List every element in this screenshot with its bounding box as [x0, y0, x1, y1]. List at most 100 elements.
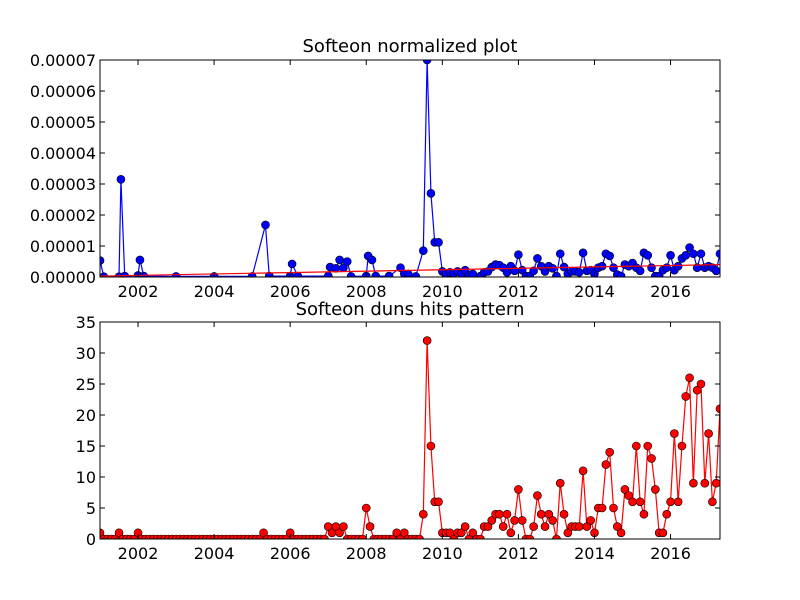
data-point	[632, 441, 641, 451]
data-point	[643, 251, 653, 260]
data-point	[666, 497, 675, 507]
x-tick-label: 2006	[270, 282, 311, 301]
data-point	[647, 263, 656, 273]
data-point	[616, 528, 626, 538]
data-point	[715, 404, 720, 414]
data-point	[711, 478, 720, 488]
data-point	[692, 385, 702, 395]
x-tick-label: 2004	[194, 282, 235, 301]
data-point	[578, 248, 588, 258]
data-point	[578, 466, 588, 476]
data-point	[487, 516, 497, 525]
data-point	[434, 237, 443, 247]
chart-title: Softeon duns hits pattern	[296, 299, 525, 320]
data-point	[426, 189, 436, 198]
data-point	[135, 255, 145, 265]
data-point	[628, 497, 637, 507]
data-point	[476, 534, 485, 539]
data-point	[514, 485, 523, 494]
data-point	[342, 257, 352, 266]
y-tick-label: 0.00004	[30, 144, 96, 163]
data-point	[533, 254, 542, 263]
data-point	[434, 497, 443, 507]
y-tick-label: 0.00003	[30, 175, 96, 194]
y-tick-label: 25	[76, 375, 96, 394]
data-point	[700, 478, 710, 488]
x-tick-label: 2014	[574, 544, 615, 563]
data-point	[419, 509, 428, 519]
data-point	[533, 491, 542, 500]
data-point	[426, 441, 436, 451]
data-point	[605, 447, 614, 457]
y-tick-label: 10	[76, 468, 96, 487]
data-point	[415, 534, 424, 539]
y-tick-label: 35	[76, 313, 96, 332]
data-point	[114, 528, 124, 538]
y-tick-label: 0.00007	[30, 51, 96, 70]
data-point	[685, 373, 694, 383]
data-point	[517, 516, 527, 525]
data-point	[116, 175, 126, 184]
x-tick-label: 2004	[194, 544, 235, 563]
data-point	[677, 441, 687, 451]
y-tick-label: 0	[86, 530, 96, 549]
data-point	[365, 522, 375, 531]
y-tick-label: 0.00005	[30, 113, 96, 132]
duns-hits-plot: Softeon duns hits pattern 2002 2004 2006 20…	[76, 299, 721, 563]
x-tick-label: 2014	[574, 282, 615, 301]
data-point	[715, 249, 720, 259]
data-point	[411, 272, 421, 277]
data-point	[670, 429, 679, 438]
data-point	[552, 271, 561, 277]
y-tick-label: 30	[76, 344, 96, 363]
series-line	[100, 264, 720, 277]
data-point	[612, 522, 622, 531]
data-point	[396, 263, 405, 273]
data-point	[457, 528, 466, 538]
data-point	[422, 60, 432, 65]
data-point	[559, 509, 569, 519]
data-point	[358, 534, 367, 539]
data-point	[605, 251, 614, 261]
data-point	[259, 528, 268, 538]
y-tick-label: 0.00006	[30, 82, 96, 101]
data-point	[711, 266, 720, 276]
data-point	[552, 534, 561, 539]
x-tick-label: 2006	[270, 544, 311, 563]
data-point	[673, 261, 683, 271]
chart-title: Softeon normalized plot	[303, 36, 518, 57]
series-line	[100, 340, 720, 539]
data-point	[609, 263, 618, 273]
data-point	[371, 271, 381, 277]
data-point	[662, 509, 672, 519]
data-point	[544, 509, 554, 519]
data-point	[582, 522, 592, 531]
plot-frame	[99, 59, 721, 278]
data-point	[685, 243, 694, 252]
y-tick-label: 0.00001	[30, 237, 96, 256]
data-point	[620, 485, 630, 494]
data-point	[506, 528, 516, 538]
data-point	[689, 249, 698, 259]
data-point	[399, 528, 409, 538]
data-point	[468, 528, 478, 538]
data-point	[639, 509, 649, 519]
data-point	[335, 255, 344, 265]
x-tick-label: 2002	[118, 282, 159, 301]
plot-frame	[99, 321, 721, 540]
data-point	[696, 249, 706, 259]
data-point	[609, 503, 618, 513]
data-point	[574, 522, 584, 531]
data-point	[601, 460, 611, 469]
data-point	[681, 392, 691, 401]
data-point	[419, 246, 428, 255]
data-point	[662, 263, 672, 273]
data-point	[287, 259, 297, 269]
data-point	[529, 522, 538, 531]
data-point	[384, 271, 394, 277]
data-point	[666, 251, 675, 260]
data-point	[574, 268, 584, 277]
data-point	[548, 516, 557, 525]
data-point	[460, 522, 470, 531]
